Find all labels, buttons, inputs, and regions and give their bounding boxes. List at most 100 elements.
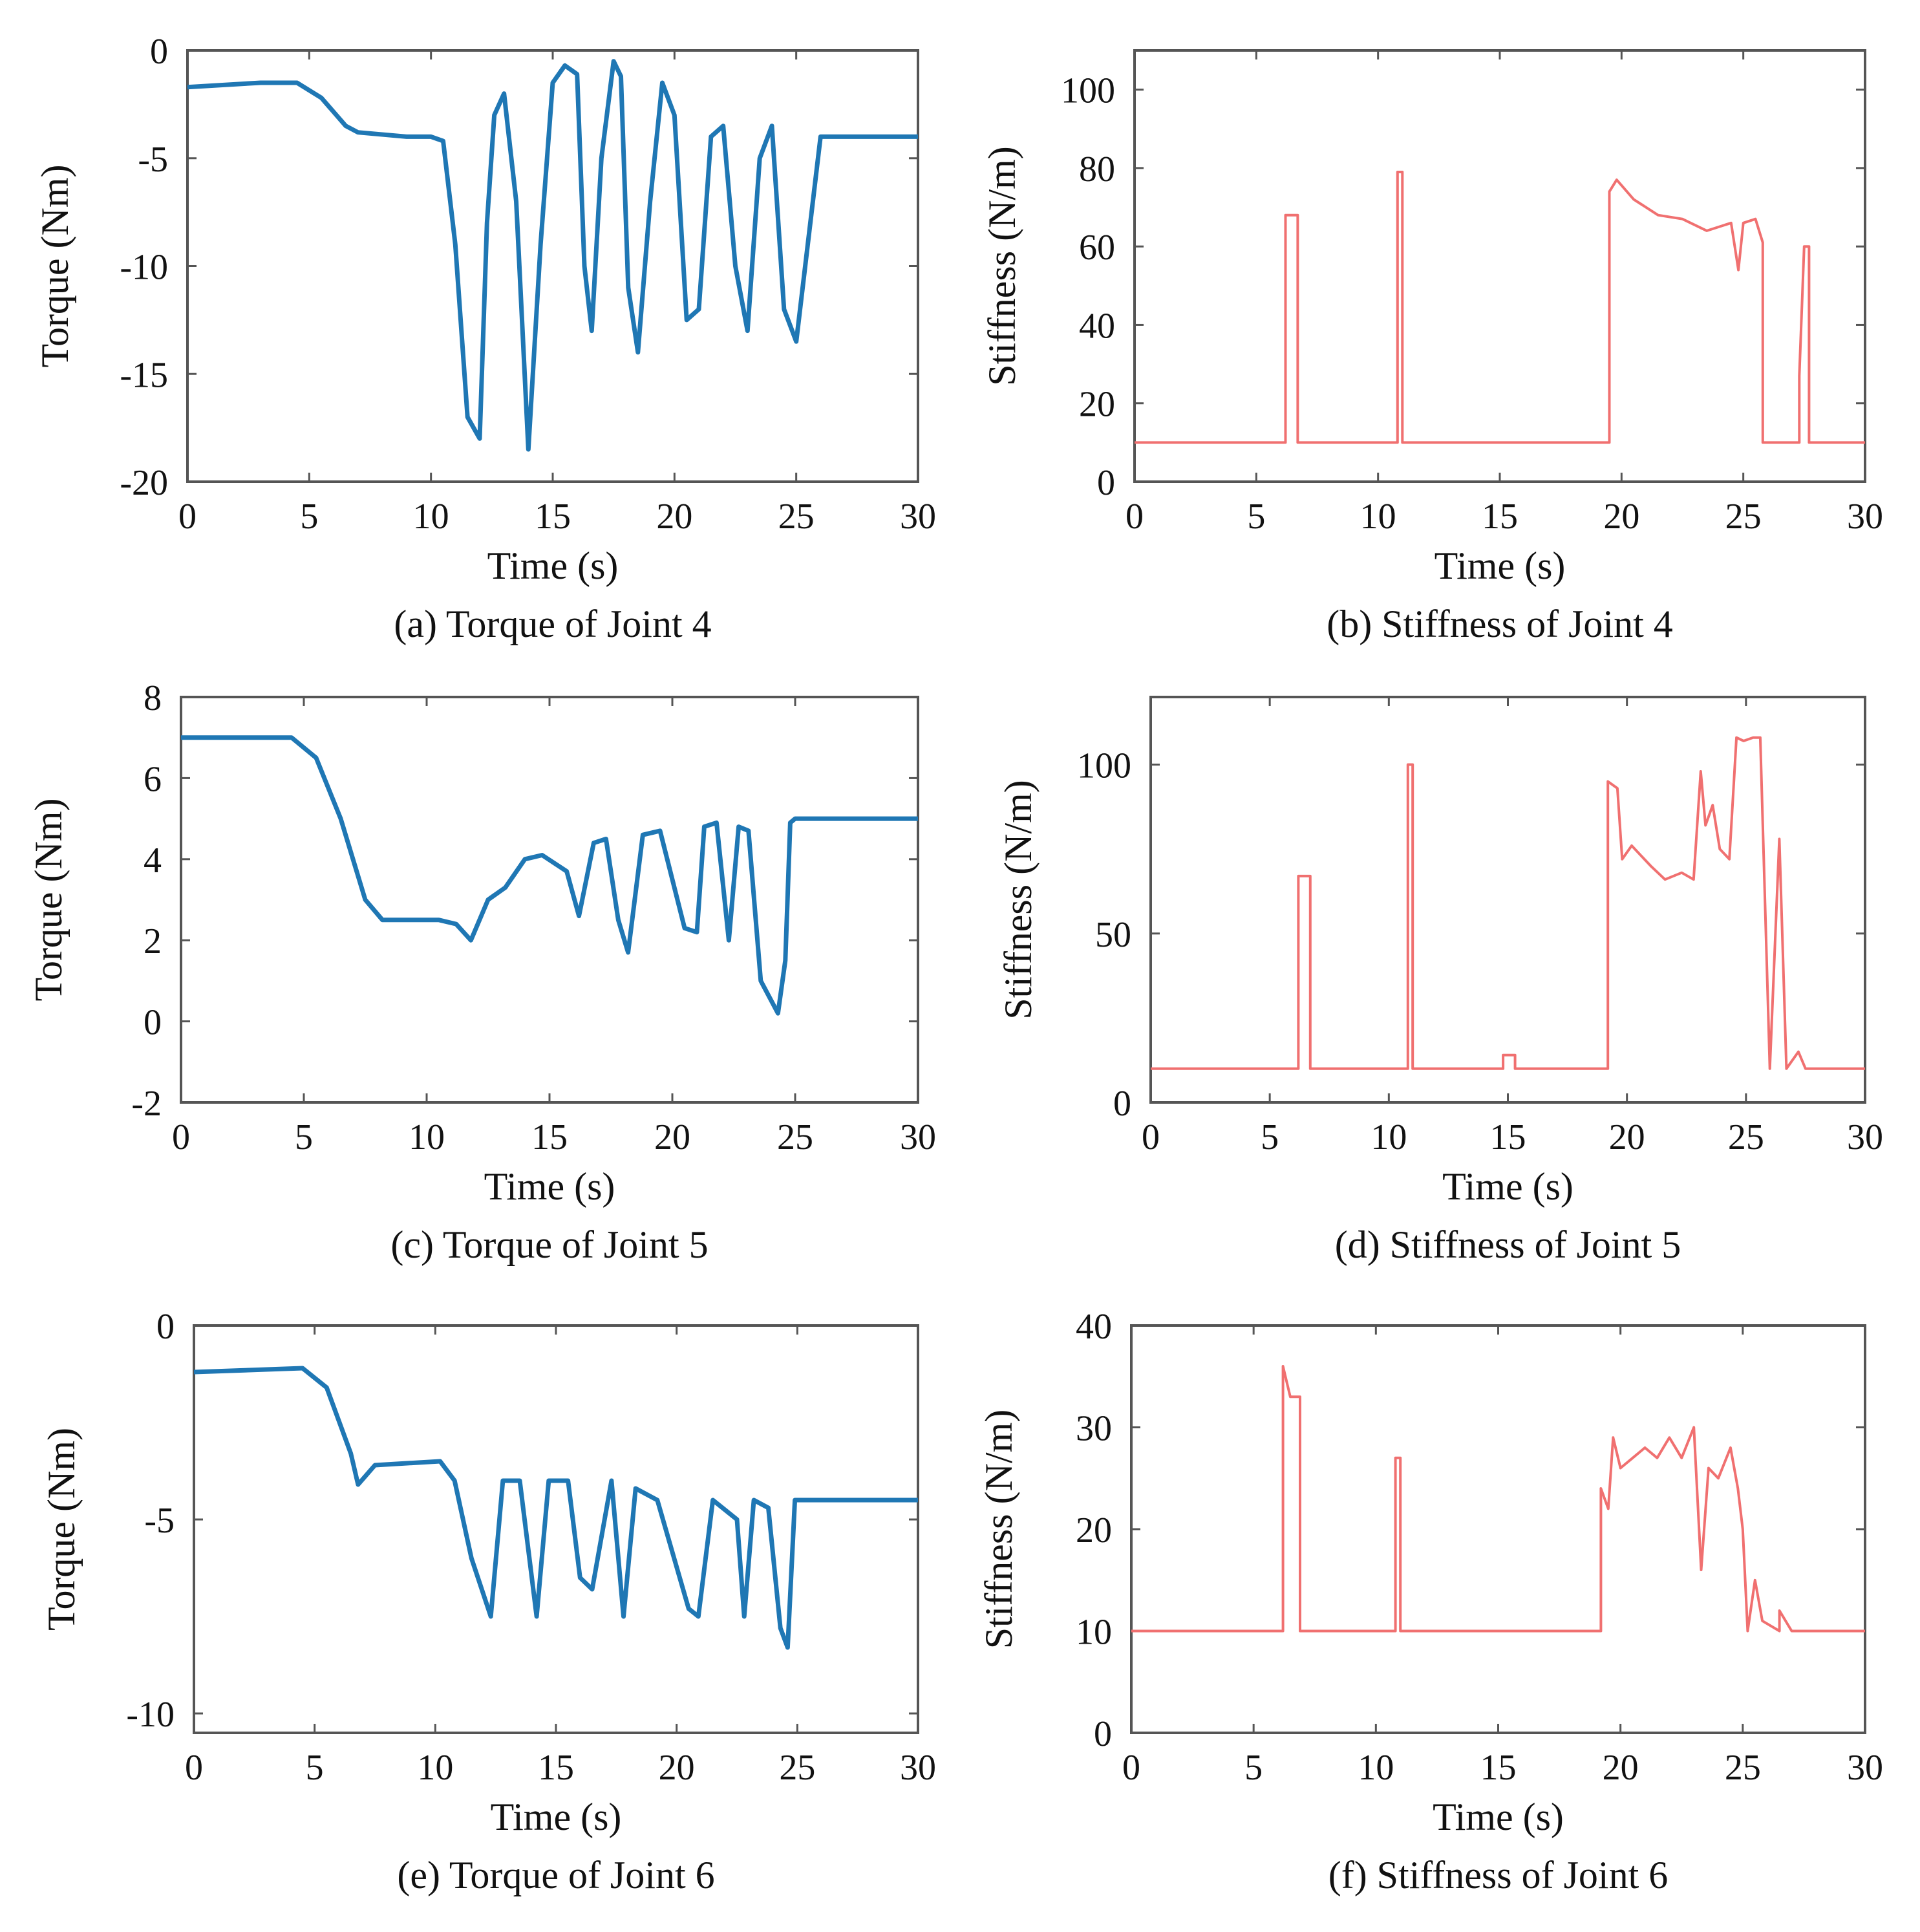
y-tick-label: 50: [1095, 915, 1131, 955]
x-tick-label: 0: [178, 497, 197, 537]
x-tick-label: 25: [777, 1117, 813, 1157]
chart-caption: (c) Torque of Joint 5: [390, 1223, 708, 1266]
chart-f: 0 5 10 15 20 25 30 0 10 20 30 40 Time (s) Stiffness (…: [977, 1307, 1883, 1896]
chart-caption: (e) Torque of Joint 6: [397, 1854, 714, 1896]
y-tick-label: 40: [1079, 306, 1115, 346]
y-tick-label: -2: [131, 1084, 162, 1124]
y-tick-label: 0: [1094, 1714, 1112, 1754]
y-tick-label: 4: [144, 841, 162, 881]
y-tick-label: 80: [1079, 149, 1115, 189]
y-tick-label: -10: [120, 248, 168, 288]
series-line: [1131, 1365, 1865, 1633]
x-tick-label: 15: [531, 1117, 568, 1157]
x-tick-label: 5: [1261, 1117, 1279, 1157]
plot-frame: [1130, 1324, 1866, 1734]
x-tick-label: 20: [659, 1748, 695, 1788]
y-tick-label: 0: [150, 32, 168, 72]
chart-e: 0 5 10 15 20 25 30 0 -5 -10 Time (s) Torque (Nm) (e)…: [40, 1307, 936, 1896]
plot-frame: [1133, 49, 1866, 483]
x-tick-label: 25: [1725, 497, 1762, 537]
x-tick-label: 10: [417, 1748, 453, 1788]
x-tick-label: 0: [185, 1748, 203, 1788]
plot-frame: [1149, 696, 1866, 1104]
y-axis-label: Torque (Nm): [40, 1428, 83, 1631]
plot-frame: [180, 696, 919, 1104]
x-axis-label: Time (s): [1442, 1165, 1573, 1208]
x-tick-label: 25: [1725, 1748, 1761, 1788]
plot-frame: [186, 49, 919, 483]
chart-b: 0 5 10 15 20 25 30 0 20 40 60 80 100 Time (s) Stiffnes…: [981, 49, 1883, 645]
y-tick-label: -15: [120, 355, 168, 395]
x-axis-label: Time (s): [1435, 544, 1566, 587]
y-tick-label: 10: [1076, 1613, 1112, 1653]
y-axis-label: Stiffness (N/m): [977, 1410, 1020, 1649]
plot-frame: [193, 1324, 919, 1734]
x-tick-label: 20: [1609, 1117, 1645, 1157]
y-tick-label: 0: [1113, 1084, 1131, 1124]
y-tick-label: 2: [144, 921, 162, 961]
y-tick-label: -20: [120, 463, 168, 503]
x-tick-label: 25: [1728, 1117, 1764, 1157]
series-line: [1151, 736, 1865, 1070]
y-tick-label: 8: [144, 678, 162, 718]
y-tick-label: 0: [156, 1307, 175, 1347]
chart-caption: (d) Stiffness of Joint 5: [1335, 1223, 1681, 1266]
series-line: [193, 1366, 918, 1650]
x-tick-label: 10: [1360, 497, 1396, 537]
x-tick-label: 20: [656, 497, 692, 537]
series-line: [1135, 171, 1865, 444]
x-tick-label: 0: [1142, 1117, 1160, 1157]
x-tick-label: 10: [413, 497, 449, 537]
x-tick-label: 10: [409, 1117, 445, 1157]
x-tick-label: 20: [1603, 497, 1639, 537]
x-tick-label: 15: [535, 497, 571, 537]
x-tick-label: 15: [1480, 1748, 1517, 1788]
x-tick-label: 5: [300, 497, 318, 537]
x-tick-label: 25: [778, 497, 815, 537]
y-tick-label: 40: [1076, 1307, 1112, 1347]
x-tick-label: 0: [1122, 1748, 1140, 1788]
x-tick-label: 0: [1125, 497, 1144, 537]
x-tick-label: 30: [1847, 497, 1883, 537]
chart-d: 0 5 10 15 20 25 30 0 50 100 Time (s) Stiffness (N/m…: [997, 696, 1883, 1266]
y-axis-label: Torque (Nm): [34, 164, 76, 367]
x-tick-label: 5: [1244, 1748, 1263, 1788]
x-tick-label: 10: [1371, 1117, 1407, 1157]
y-tick-label: -5: [138, 140, 168, 180]
chart-caption: (b) Stiffness of Joint 4: [1327, 603, 1673, 645]
y-tick-label: 20: [1079, 385, 1115, 425]
y-tick-label: 0: [1097, 463, 1115, 503]
y-tick-label: 30: [1076, 1409, 1112, 1449]
x-tick-label: 15: [1482, 497, 1518, 537]
y-tick-label: -5: [144, 1501, 175, 1541]
y-tick-label: 100: [1077, 746, 1131, 786]
x-tick-label: 5: [1247, 497, 1265, 537]
x-axis-label: Time (s): [487, 544, 619, 587]
y-axis-label: Stiffness (N/m): [981, 146, 1023, 386]
y-tick-label: 20: [1076, 1510, 1112, 1551]
x-tick-label: 5: [295, 1117, 313, 1157]
x-tick-label: 30: [1847, 1748, 1883, 1788]
x-tick-label: 10: [1358, 1748, 1394, 1788]
y-tick-label: 6: [144, 759, 162, 799]
x-tick-label: 5: [306, 1748, 324, 1788]
series-line: [187, 59, 918, 452]
x-tick-label: 30: [900, 497, 936, 537]
chart-caption: (a) Torque of Joint 4: [394, 603, 711, 645]
x-tick-label: 15: [1490, 1117, 1526, 1157]
y-tick-label: 60: [1079, 228, 1115, 268]
y-tick-label: -10: [126, 1695, 175, 1735]
y-tick-label: 0: [144, 1003, 162, 1043]
x-tick-label: 30: [900, 1117, 936, 1157]
chart-a: 0 5 10 15 20 25 30 0 -5 -10 -15 -20 Time (s) Torque (…: [34, 32, 936, 645]
x-tick-label: 25: [779, 1748, 815, 1788]
y-axis-label: Torque (Nm): [27, 798, 70, 1001]
x-tick-label: 20: [1603, 1748, 1639, 1788]
x-tick-label: 15: [538, 1748, 574, 1788]
x-axis-label: Time (s): [484, 1165, 615, 1208]
y-tick-label: 100: [1061, 71, 1115, 111]
x-tick-label: 30: [900, 1748, 936, 1788]
